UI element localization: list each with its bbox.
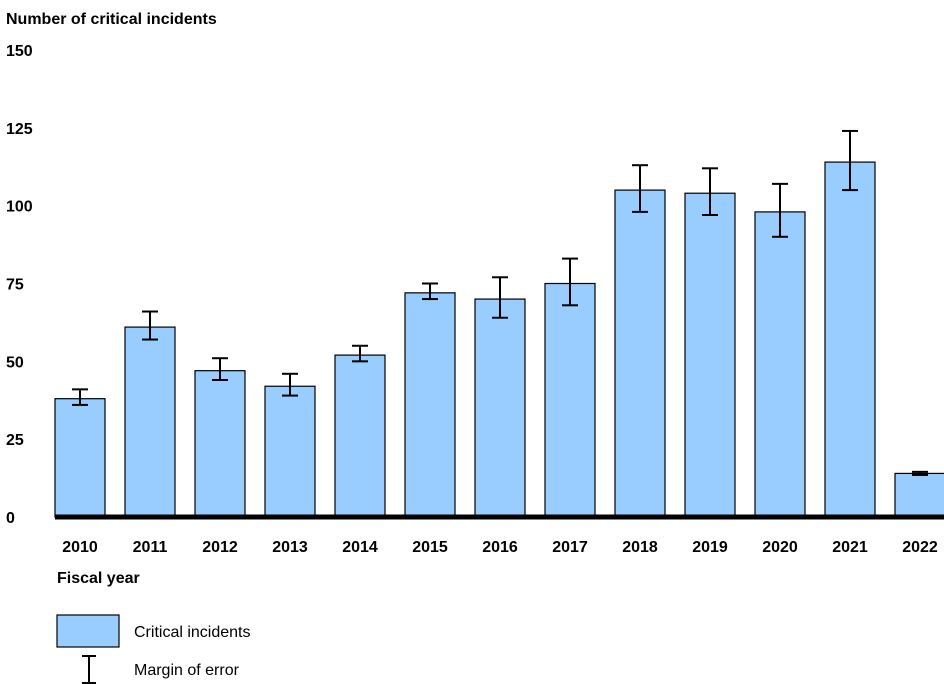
legend-error-label: Margin of error: [134, 662, 240, 679]
x-tick-label: 2011: [133, 539, 168, 556]
x-tick-label: 2018: [622, 539, 658, 556]
bar: [754, 211, 806, 518]
bar: [614, 189, 666, 518]
x-tick-label: 2016: [482, 539, 518, 556]
error-bar: [562, 257, 578, 307]
x-tick-label: 2019: [692, 539, 728, 556]
x-tick-labels: 2010 2011 2012 2013 2014 2015 2016 2017 2018 2019…: [62, 539, 938, 556]
y-tick-label: 0: [6, 510, 15, 527]
error-bar: [842, 129, 858, 192]
y-tick-label: 25: [6, 432, 24, 449]
x-tick-label: 2012: [202, 539, 238, 556]
error-bar: [702, 167, 718, 217]
bar: [264, 385, 316, 518]
y-tick-label: 75: [6, 277, 24, 294]
error-bars: [72, 129, 928, 476]
x-tick-label: 2014: [342, 539, 378, 556]
y-axis-title: Number of critical incidents: [6, 11, 217, 28]
y-tick-label: 100: [6, 199, 33, 216]
legend-bar-swatch: [56, 614, 120, 648]
bar: [474, 298, 526, 518]
error-bar: [352, 344, 368, 363]
y-tick-labels: 0 25 50 75 100 125 150: [6, 43, 33, 527]
error-bar: [142, 310, 158, 341]
x-tick-label: 2010: [62, 539, 98, 556]
x-tick-label: 2020: [762, 539, 798, 556]
error-bar: [422, 282, 438, 301]
bar: [124, 326, 176, 518]
x-tick-label: 2015: [412, 539, 448, 556]
x-tick-label: 2013: [272, 539, 308, 556]
x-tick-label: 2017: [552, 539, 588, 556]
error-bar: [212, 357, 228, 382]
bar: [404, 292, 456, 518]
error-bar: [772, 182, 788, 238]
error-bar: [72, 388, 88, 406]
x-tick-label: 2022: [902, 539, 938, 556]
legend-error-icon: [82, 655, 96, 684]
y-tick-label: 50: [6, 354, 24, 371]
bar: [334, 354, 386, 518]
y-tick-label: 150: [6, 43, 33, 60]
bar: [824, 161, 876, 518]
bar: [54, 398, 106, 518]
error-bar: [282, 372, 298, 397]
legend-bar-label: Critical incidents: [134, 624, 250, 641]
bar: [194, 370, 246, 518]
error-bar: [912, 470, 928, 476]
bar: [544, 282, 596, 518]
bar: [684, 192, 736, 518]
bar: [894, 472, 944, 518]
legend: Critical incidents Margin of error: [56, 614, 250, 684]
x-axis-title: Fiscal year: [57, 570, 140, 587]
y-tick-label: 125: [6, 121, 33, 138]
x-tick-label: 2021: [832, 539, 868, 556]
bars: [54, 161, 944, 518]
error-bar: [632, 164, 648, 213]
error-bar: [492, 276, 508, 319]
